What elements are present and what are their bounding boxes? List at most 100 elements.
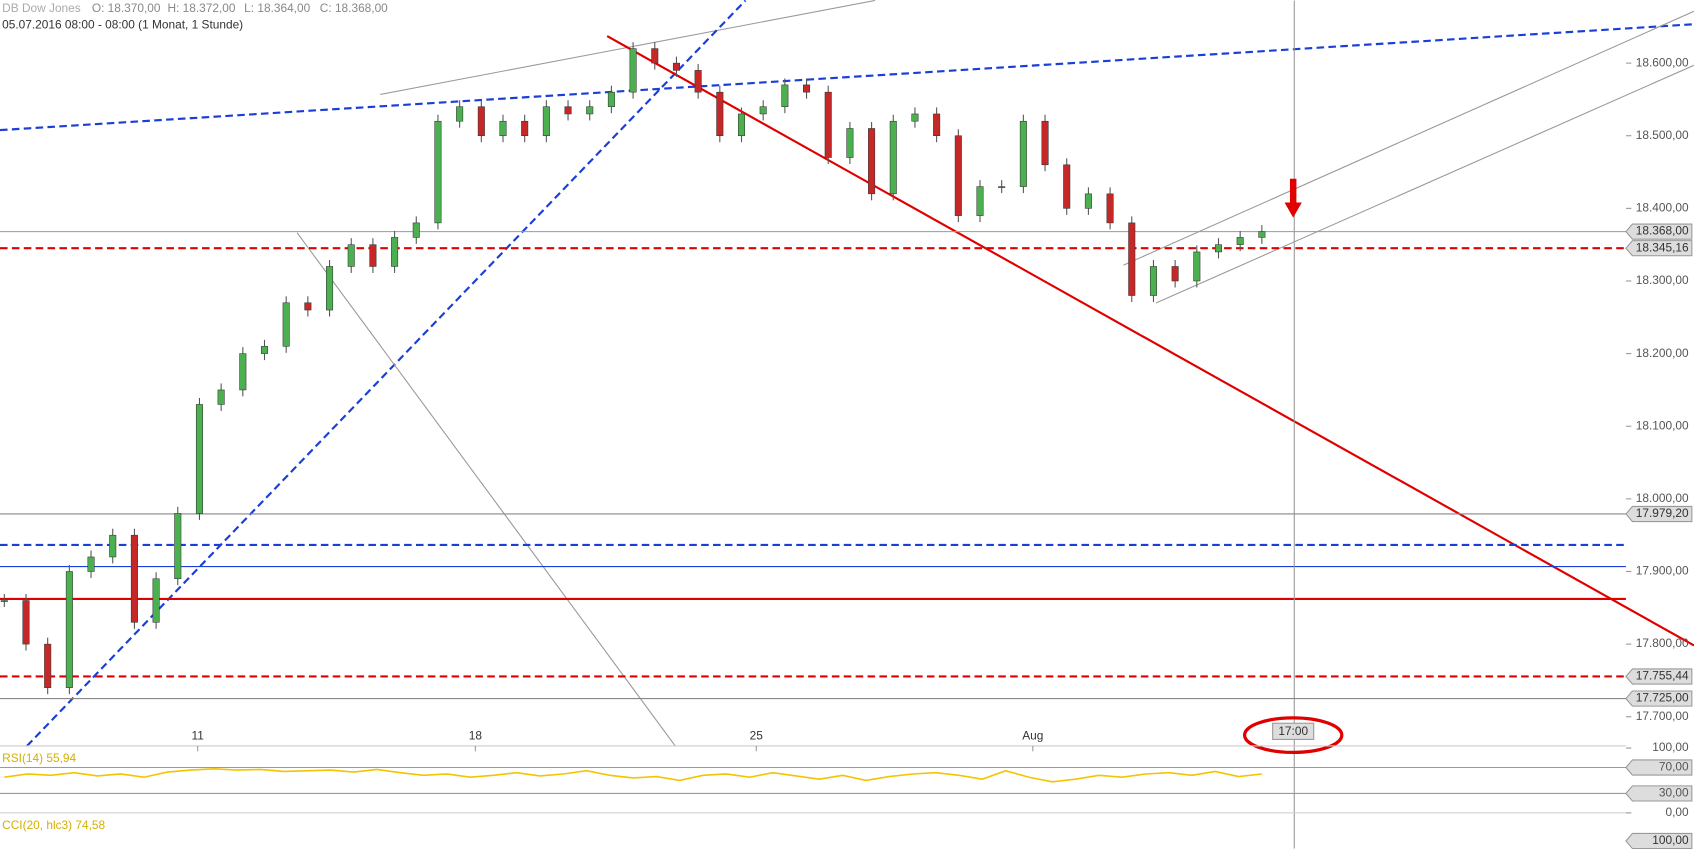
y-tick-label: 18.400,00 (1636, 201, 1689, 215)
candle (499, 120, 507, 137)
candle (260, 346, 269, 354)
rsi-label: RSI(14) 55,94 (2, 751, 76, 765)
price-tag-label: 18.368,00 (1636, 224, 1689, 238)
rsi-tick-label: 0,00 (1665, 805, 1689, 819)
candle (152, 578, 160, 623)
price-tag-label: 17.725,00 (1636, 691, 1689, 705)
y-tick-label: 18.300,00 (1636, 273, 1689, 287)
time-tag (1272, 722, 1315, 740)
candle (803, 84, 811, 93)
y-tick-label: 17.700,00 (1636, 709, 1689, 723)
candle (521, 120, 529, 137)
candle (369, 244, 377, 267)
candle (976, 186, 984, 216)
candle (1084, 193, 1092, 209)
candle (781, 84, 789, 107)
candle (889, 120, 897, 195)
candle (434, 120, 442, 224)
candle (217, 389, 225, 405)
rsi-line (4, 767, 1262, 783)
candle (22, 600, 30, 645)
price-tag (1625, 668, 1693, 685)
price-tag (1625, 832, 1693, 850)
candle (868, 128, 876, 195)
period: 05.07.2016 08:00 - 08:00 (1 Monat, 1 Stu… (2, 17, 243, 31)
y-tick-label: 18.200,00 (1636, 346, 1689, 360)
candle (195, 404, 203, 514)
candle (87, 556, 95, 572)
price-tag-label: 18.345,16 (1636, 240, 1689, 254)
candle (1149, 266, 1157, 296)
candle (109, 534, 117, 558)
candle (933, 113, 941, 137)
candle (716, 91, 724, 137)
trend-line (296, 232, 676, 747)
rsi-tick-label: 70,00 (1659, 760, 1689, 774)
y-tick-label: 18.500,00 (1636, 128, 1689, 142)
date-label: 25 (750, 728, 764, 742)
ohlc: C: 18.368,00 (320, 1, 388, 15)
candle (1128, 222, 1136, 296)
candle (130, 534, 138, 623)
ohlc: O: 18.370,00 (92, 1, 161, 15)
candle (456, 106, 464, 122)
trend-line (26, 0, 747, 747)
candle (1171, 266, 1179, 282)
candle (391, 237, 399, 267)
y-tick-label: 18.000,00 (1636, 491, 1689, 505)
candle (998, 186, 1006, 188)
candle (586, 106, 594, 115)
candle (607, 91, 615, 107)
candle (1214, 244, 1223, 253)
candle (65, 571, 73, 688)
candle (824, 91, 832, 158)
candle (759, 106, 767, 115)
candle (1258, 231, 1266, 238)
candle (672, 62, 680, 71)
instrument: DB Dow Jones (2, 1, 81, 15)
trend-line (0, 23, 1694, 132)
price-tag (1625, 759, 1693, 776)
candle (542, 106, 550, 137)
candle (0, 600, 8, 602)
candle (629, 48, 637, 93)
cci-tick-label: 100,00 (1652, 833, 1689, 847)
cci-label: CCI(20, hlc3) 74,58 (2, 818, 105, 832)
price-tag (1625, 690, 1693, 707)
rsi-tick-label: 100,00 (1652, 740, 1689, 754)
candle (564, 106, 572, 115)
candle (651, 48, 659, 64)
price-tag-label: 17.979,20 (1636, 506, 1689, 520)
y-tick-label: 17.900,00 (1636, 564, 1689, 578)
candle (911, 113, 919, 122)
highlight-ellipse (1242, 716, 1344, 755)
candle (1236, 237, 1244, 245)
candle (347, 244, 355, 267)
candle (1106, 193, 1114, 224)
ohlc: L: 18.364,00 (244, 1, 310, 15)
channel-line (1123, 10, 1694, 266)
trend-line (606, 35, 1694, 647)
price-tag (1625, 785, 1693, 802)
candle (1063, 164, 1071, 209)
candle (737, 113, 746, 137)
price-tag (1625, 223, 1693, 240)
candle (1193, 251, 1201, 282)
price-tag (1625, 240, 1693, 257)
y-tick-label: 18.100,00 (1636, 418, 1689, 432)
arrow (1284, 178, 1302, 218)
candle (174, 513, 182, 580)
ohlc: H: 18.372,00 (167, 1, 235, 15)
channel-line (1155, 64, 1694, 304)
price-tag-label: 17.755,44 (1636, 669, 1689, 683)
date-label: Aug (1022, 728, 1043, 742)
candle (282, 302, 290, 347)
candle (412, 222, 420, 238)
candle (1041, 120, 1049, 166)
y-tick-label: 18.600,00 (1636, 55, 1689, 69)
candle (239, 353, 247, 391)
candle (477, 106, 485, 137)
